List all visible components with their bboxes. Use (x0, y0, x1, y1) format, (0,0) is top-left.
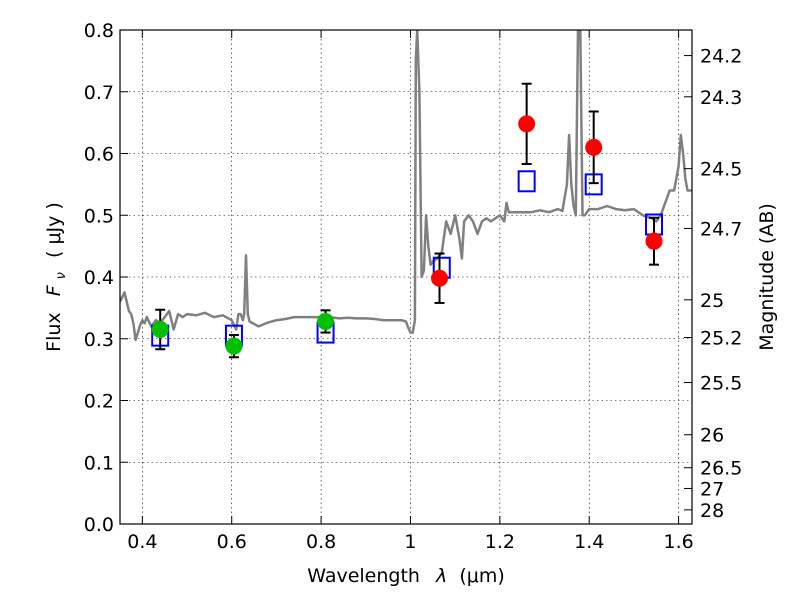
model-photometry-marker (517, 170, 536, 193)
mag-tick-label: 25.2 (700, 328, 742, 350)
mag-tick-label: 26.5 (700, 458, 742, 480)
mag-tick-label: 27 (700, 478, 724, 500)
x-axis-title: Wavelength λ (μm) (307, 565, 504, 587)
y-tick-label: 0.1 (84, 452, 114, 474)
mag-tick-label: 25.5 (700, 373, 742, 395)
y-tick-label: 0.7 (84, 82, 114, 104)
mag-tick-label: 24.2 (700, 46, 742, 68)
y-tick-label: 0.0 (84, 514, 114, 536)
y2-axis-title: Magnitude (AB) (756, 203, 778, 351)
observed-photometry-marker (645, 232, 663, 250)
y-tick-label: 0.5 (84, 205, 114, 227)
y-tick-label: 0.2 (84, 391, 114, 413)
observed-photometry-marker (518, 115, 536, 133)
x-tick-label: 0.8 (306, 531, 336, 553)
grid-lines (120, 30, 692, 524)
observed-photometry-marker (585, 138, 603, 156)
marker-layer (151, 82, 664, 359)
mag-tick-label: 24.7 (700, 218, 742, 240)
spectrum-line (120, 30, 692, 342)
data-layer (120, 30, 692, 342)
observed-photometry-marker (225, 337, 243, 355)
y-tick-label: 0.4 (84, 267, 114, 289)
x-axis-title-unit: (μm) (459, 565, 504, 587)
observed-photometry-marker (317, 312, 335, 330)
observed-photometry-marker (151, 320, 169, 338)
tick-labels: 0.4 0.6 0.8 1 1.2 1.4 1.6 0.0 0.1 0.2 0.3 0.4 0.5 0.6… (84, 20, 743, 553)
y-tick-label: 0.6 (84, 144, 114, 166)
observed-photometry-marker (431, 269, 449, 287)
y-axis-title-subscript: ν (54, 272, 69, 279)
y-tick-label: 0.8 (84, 20, 114, 42)
x-axis-title-main: Wavelength (307, 565, 420, 587)
x-tick-label: 1.6 (663, 531, 693, 553)
x-tick-label: 1.2 (485, 531, 515, 553)
mag-tick-label: 28 (700, 500, 724, 522)
y-axis-title-main: Flux (43, 312, 65, 352)
tick-marks (120, 29, 692, 525)
y-axis-title: Flux F ν ( μJy ) (43, 202, 70, 352)
x-tick-label: 1 (404, 531, 416, 553)
x-tick-label: 1.4 (574, 531, 604, 553)
mag-tick-label: 25 (700, 290, 724, 312)
x-tick-label: 0.4 (127, 531, 157, 553)
x-axis-title-symbol: λ (435, 565, 447, 587)
mag-tick-label: 26 (700, 425, 724, 447)
mag-tick-label: 24.5 (700, 159, 742, 181)
y-axis-title-symbol: F (43, 284, 65, 296)
x-tick-label: 0.6 (217, 531, 247, 553)
mag-tick-label: 24.3 (700, 87, 742, 109)
y-tick-label: 0.3 (84, 329, 114, 351)
y-axis-title-unit: ( μJy ) (43, 202, 65, 258)
